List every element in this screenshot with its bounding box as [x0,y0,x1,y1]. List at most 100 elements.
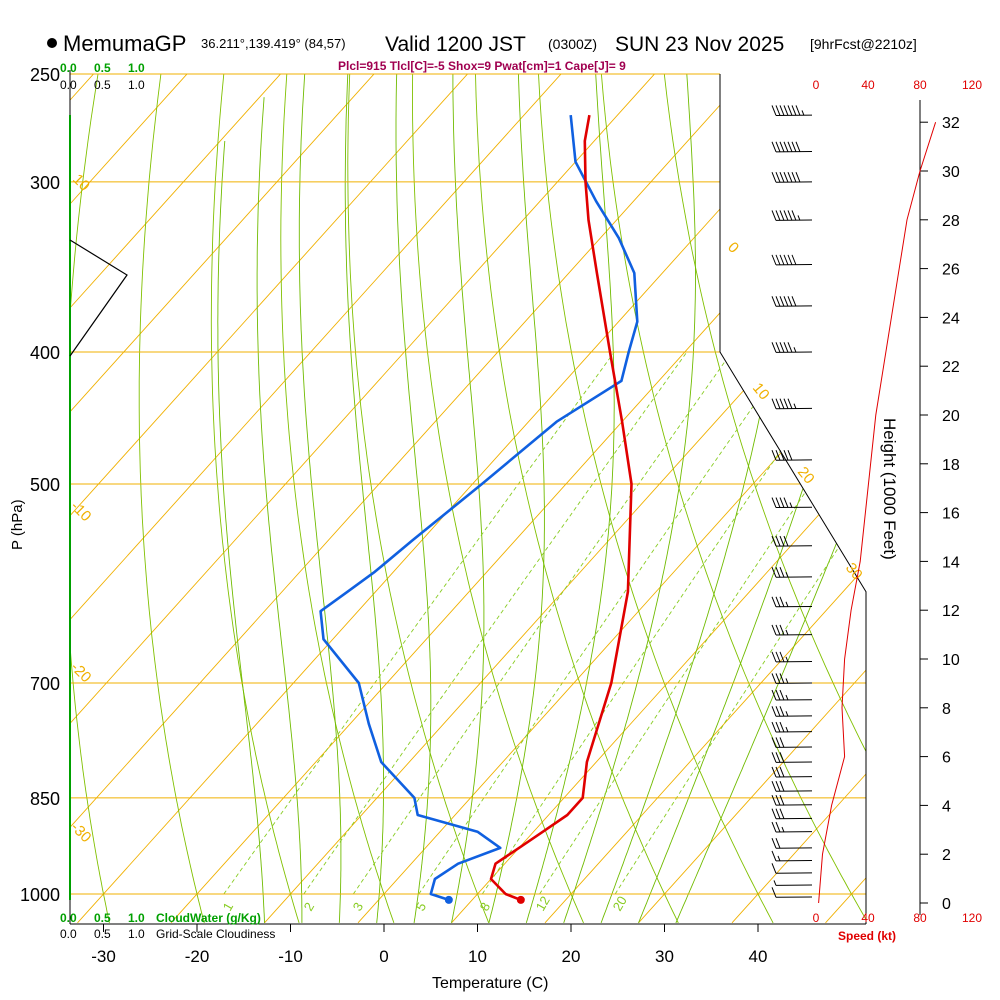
dry-adiabat-line [347,74,490,924]
wind-barb-flag [779,450,785,461]
forecast-info: [9hrFcst@2210z] [810,36,917,52]
wind-barb-flag [783,172,789,183]
stability-indices: Plcl=915 Tlcl[C]=-5 Shox=9 Pwat[cm]=1 Ca… [338,59,626,73]
wind-barb-flag [779,721,785,733]
wind-barb [771,624,813,636]
wind-barb-flag [783,450,789,461]
dry-adiabat-line [847,74,866,924]
wind-barb [771,808,813,820]
frame-right-edge [719,74,867,924]
mixing-ratio-line [614,351,866,895]
temperature-tick-label: -10 [278,947,303,966]
height-tick-label: 20 [942,408,960,425]
wind-barb-flag [775,673,781,684]
cloud-scale-label: 0.5 [94,927,111,941]
wind-barb-flag [779,689,785,701]
height-tick-label: 22 [942,359,960,376]
wind-barb-flag [771,105,777,116]
wind-barb-flag [779,497,785,508]
cloudwater-label: CloudWater (g/Kg) [156,911,261,925]
temperature-tick-label: 10 [468,947,487,966]
cloud-scale-label: 1.0 [128,911,145,925]
temperature-tick-label: -20 [185,947,210,966]
brand-title: MemumaGP [63,31,186,56]
height-tick-label: 10 [942,652,960,669]
wind-barbs [771,105,813,898]
wind-barb-flag [779,567,785,578]
height-axis-label: Height (1000 Feet) [880,418,899,560]
wind-barb-flag [787,296,793,307]
wind-barb-flag [775,689,781,701]
wind-barb-flag [771,794,777,806]
wind-barb-flag [775,721,781,733]
wind-barb-flag [779,794,785,806]
wind-barb-flag [775,766,781,778]
isotherm-line [70,74,771,924]
speed-tick-label-top: 80 [913,78,927,92]
wind-barb-flag [775,141,781,153]
wind-barb-flag [771,596,777,607]
utc-time: (0300Z) [548,36,597,52]
wind-barb-flag [771,651,777,663]
wind-barb-flag [771,689,777,701]
mixing-ratio-line [223,351,615,895]
wind-barb-flag [795,141,801,153]
surface-temperature-marker [516,895,525,904]
isotherm-label: 10 [749,380,773,404]
x-axis-label: Temperature (C) [432,975,548,992]
isotherm-line [70,74,397,924]
wind-barb-flag [787,398,793,409]
speed-tick-label-bottom: 80 [913,911,927,925]
wind-barb [771,863,813,874]
wind-barb [771,497,813,509]
wind-barb-flag [775,794,781,806]
wind-barb-half-flag [785,656,789,663]
height-axis: 0246810121416182022242628303200404080801… [813,78,983,925]
wind-barb [771,398,813,410]
wind-barb-flag [775,172,781,183]
wind-barb-flag [771,296,777,307]
wind-barb [771,673,813,684]
cloudiness-label: Grid-Scale Cloudiness [156,927,275,941]
wind-barb-flag [775,497,781,508]
pressure-tick-label: 500 [30,475,60,495]
wind-barb-flag [783,497,789,508]
cloud-scale-label: 0.5 [94,911,111,925]
height-tick-label: 8 [942,701,951,718]
isotherm-line [638,74,866,924]
wind-barb-half-flag [785,601,789,607]
moist-adiabat-line [525,74,615,924]
isotherm-line [825,74,866,924]
mixing-ratio-label: 5 [413,900,430,914]
valid-time: Valid 1200 JST [385,33,526,56]
temperature-tick-label: 20 [562,947,581,966]
wind-barb-flag [779,172,785,183]
wind-barb-flag [775,737,781,748]
wind-barb-flag [771,838,777,849]
mixing-ratio-line [481,351,849,895]
wind-barb-flag [779,210,785,221]
wind-barb [771,651,813,663]
height-tick-label: 26 [942,262,960,279]
isotherm-line [544,74,866,924]
wind-barb [771,689,813,701]
moist-adiabat-line [638,74,866,924]
dry-adiabat-line [973,50,1000,923]
dry-adiabat-line [474,74,679,924]
cloud-scale-label: 0.0 [60,78,77,92]
wind-barb-half-flag [785,711,789,717]
wind-barb-flag [771,808,777,819]
height-tick-label: 4 [942,798,951,815]
speed-tick-label-bottom: 120 [962,911,982,925]
wind-barb-flag [775,535,781,547]
axis-labels: P (hPa) Temperature (C) Height (1000 Fee… [9,418,899,992]
wind-barb-half-flag [777,855,781,862]
wind-barb-flag [787,105,793,116]
wind-barb-flag [771,342,777,353]
wind-barb-flag [775,450,781,461]
wind-barb [773,880,813,886]
height-tick-label: 16 [942,506,960,523]
cloud-scale-label: 0.5 [94,61,111,75]
mixing-ratio-label: 8 [477,900,494,914]
speed-axis-label: Speed (kt) [838,929,896,943]
